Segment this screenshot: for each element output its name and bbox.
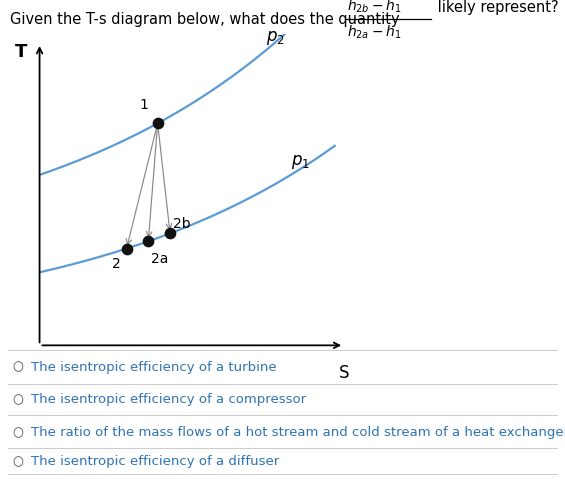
Text: T: T: [15, 43, 27, 61]
Text: 2: 2: [112, 256, 120, 270]
Text: ○: ○: [12, 426, 24, 439]
Point: [144, 238, 153, 245]
Text: ○: ○: [12, 394, 24, 406]
Text: 2b: 2b: [173, 217, 191, 231]
Text: The isentropic efficiency of a compressor: The isentropic efficiency of a compresso…: [31, 394, 306, 406]
Text: $p_2$: $p_2$: [267, 29, 285, 47]
Text: $p_1$: $p_1$: [292, 153, 310, 171]
Text: $h_{2b} - h_1$: $h_{2b} - h_1$: [347, 0, 402, 15]
Text: ○: ○: [12, 361, 24, 373]
Text: 2a: 2a: [151, 252, 169, 266]
Text: Given the T-s diagram below, what does the quantity: Given the T-s diagram below, what does t…: [10, 12, 405, 27]
Text: likely represent?: likely represent?: [433, 0, 558, 15]
Text: ○: ○: [12, 455, 24, 468]
Text: The ratio of the mass flows of a hot stream and cold stream of a heat exchanger: The ratio of the mass flows of a hot str…: [31, 426, 565, 439]
Text: The isentropic efficiency of a diffuser: The isentropic efficiency of a diffuser: [31, 455, 279, 468]
Text: S: S: [339, 364, 349, 383]
Text: $h_{2a} - h_1$: $h_{2a} - h_1$: [347, 23, 401, 41]
Text: 1: 1: [140, 99, 149, 113]
Point: [166, 229, 175, 237]
Point: [153, 119, 162, 127]
Text: The isentropic efficiency of a turbine: The isentropic efficiency of a turbine: [31, 361, 277, 373]
Point: [122, 245, 131, 253]
